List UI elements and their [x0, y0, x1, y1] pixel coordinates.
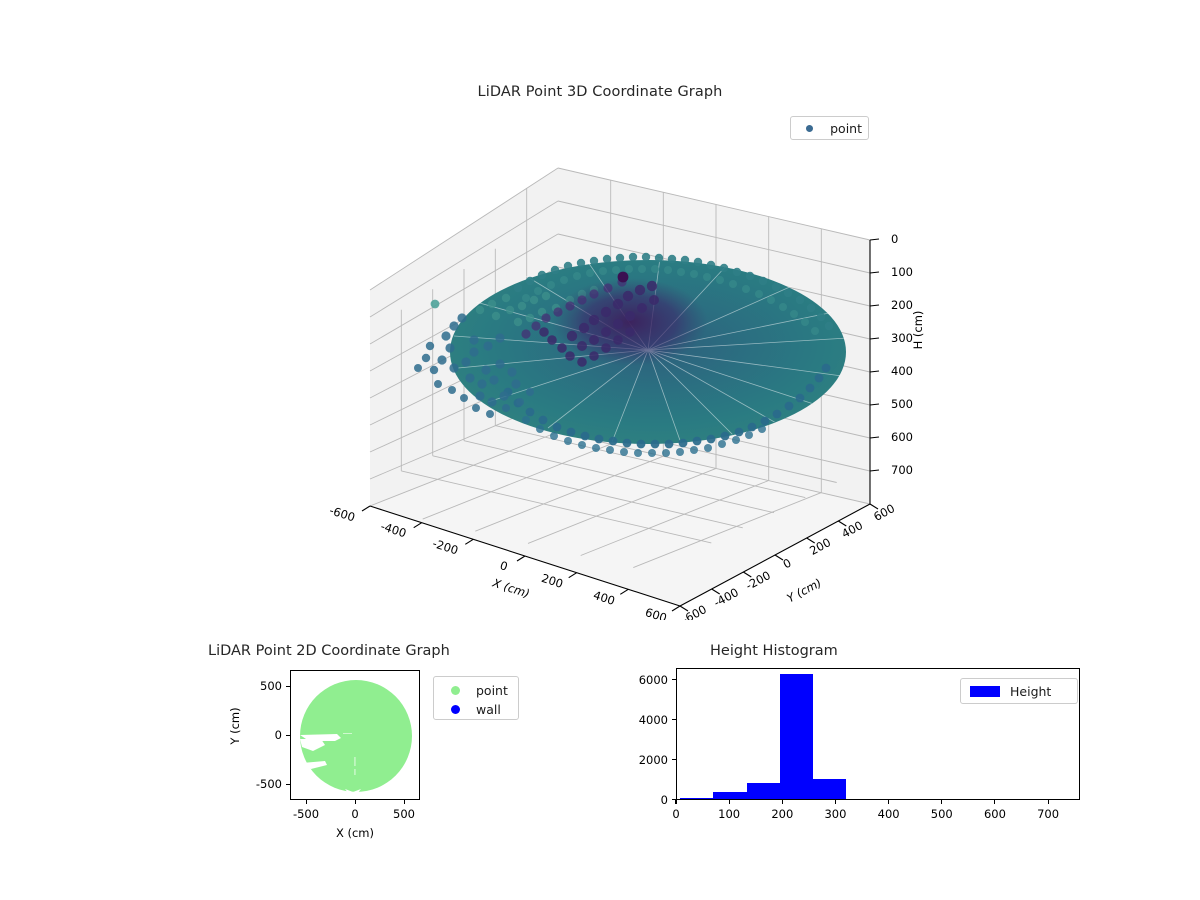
y-tick-label: -400: [711, 585, 741, 610]
z-tick-label: 0: [891, 232, 898, 246]
x-tickmark: [354, 800, 356, 804]
z-tick-label: 700: [891, 463, 913, 477]
plot-3d-legend: point: [790, 116, 869, 140]
z-tick-label: 200: [891, 298, 913, 312]
x-tick-label: 700: [1037, 807, 1060, 821]
z-tick-label: 300: [891, 331, 913, 345]
x-tickmark: [403, 800, 405, 804]
plot-hist-legend: Height: [960, 678, 1078, 704]
y-axis-label: Y (cm): [784, 576, 823, 606]
x-tick-label: -600: [330, 503, 357, 524]
histogram-bar: [679, 797, 714, 799]
x-tick-label: 200: [771, 807, 794, 821]
x-tickmark: [888, 800, 890, 804]
plot-2d-x-axis-label: X (cm): [335, 826, 375, 840]
x-tick-label: -400: [379, 519, 408, 540]
legend-item-wall: wall: [442, 700, 510, 719]
x-tickmark: [728, 800, 730, 804]
point-marker-icon: [797, 125, 822, 132]
x-tick-label: 0: [672, 807, 680, 821]
z-tick-label: 400: [891, 364, 913, 378]
x-tickmark: [1047, 800, 1049, 804]
legend-label-height: Height: [1010, 684, 1052, 699]
plot-hist-title: Height Histogram: [710, 643, 838, 659]
outlier-point-dark: [617, 271, 629, 283]
plot-2d-point-cloud: [300, 680, 412, 794]
x-tickmark: [994, 800, 996, 804]
height-swatch-icon: [968, 686, 1002, 697]
y-tick-label: -200: [743, 568, 773, 593]
y-tick-label: -600: [679, 602, 709, 620]
y-tickmark: [286, 685, 290, 687]
x-tick-label: -200: [431, 536, 460, 557]
height-histogram-plot[interactable]: Height Histogram 0 2000 4000 6000 0 100 20…: [600, 640, 1120, 870]
x-tickmark: [305, 800, 307, 804]
y-tick-label: 0: [274, 728, 282, 742]
x-tickmark: [675, 800, 677, 804]
x-tick-label: 0: [351, 807, 359, 821]
plot-3d-point-cloud: [414, 252, 848, 457]
y-tick-label: 0: [660, 793, 668, 807]
x-tick-label: -500: [292, 807, 320, 821]
histogram-bar: [713, 792, 747, 799]
y-tickmark: [672, 719, 676, 721]
x-axis-label: X (cm): [490, 575, 531, 600]
histogram-bar: [746, 783, 780, 799]
plot-2d-axes-frame: [290, 670, 420, 800]
histogram-bar: [779, 674, 814, 799]
z-tick-label: 600: [891, 430, 913, 444]
y-tick-label: 6000: [638, 673, 668, 687]
plot-2d-title: LiDAR Point 2D Coordinate Graph: [208, 643, 450, 659]
x-tick-label: 500: [930, 807, 953, 821]
y-tick-label: -500: [255, 777, 282, 791]
y-tickmark: [672, 679, 676, 681]
x-tickmark: [834, 800, 837, 804]
lidar-3d-plot[interactable]: -600 -400 -200 0 200 400 600 X (cm): [330, 140, 930, 620]
legend-item-point: point: [442, 681, 510, 700]
point-marker-icon: [442, 686, 468, 695]
y-tick-label: 200: [807, 535, 833, 558]
legend-item-height: Height: [968, 682, 1070, 701]
z-tick-label: 500: [891, 397, 913, 411]
plot-3d-title: LiDAR Point 3D Coordinate Graph: [477, 84, 723, 100]
histogram-bar: [813, 779, 847, 799]
legend-label-wall: wall: [476, 702, 501, 717]
lidar-2d-plot[interactable]: LiDAR Point 2D Coordinate Graph: [150, 640, 570, 870]
x-tickmark: [781, 800, 783, 804]
x-tick-label: 600: [643, 605, 668, 620]
z-tick-label: 100: [891, 265, 913, 279]
x-tick-label: 400: [592, 588, 617, 608]
y-tick-label: 4000: [638, 713, 668, 727]
y-tickmark: [286, 734, 290, 736]
plot-3d-canvas: -600 -400 -200 0 200 400 600 X (cm): [330, 167, 925, 620]
y-tickmark: [286, 783, 290, 785]
plot-2d-legend: point wall: [433, 676, 519, 720]
y-tick-label: 2000: [638, 753, 668, 767]
x-tick-label: 300: [824, 807, 847, 821]
plot-2d-y-axis-label: Y (cm): [228, 707, 242, 745]
y-tick-label: 600: [871, 501, 897, 524]
y-tick-label: 500: [260, 679, 282, 693]
z-axis-label: H (cm): [911, 311, 925, 350]
x-tick-label: 400: [877, 807, 900, 821]
y-tick-label: 0: [781, 556, 794, 572]
legend-label-point: point: [476, 683, 508, 698]
y-tickmark: [672, 799, 676, 801]
x-tick-label: 100: [718, 807, 741, 821]
legend-item-point: point: [797, 119, 862, 138]
wall-marker-icon: [442, 705, 468, 714]
x-tick-label: 500: [393, 807, 415, 821]
x-tick-label: 200: [540, 571, 565, 591]
x-tick-label: 600: [983, 807, 1006, 821]
legend-label-point: point: [830, 121, 862, 136]
x-tickmark: [941, 800, 943, 804]
plot-3d-tickmarks: [361, 238, 880, 612]
plot-hist-axes-frame: [676, 668, 1080, 800]
x-tick-label: 0: [498, 558, 509, 574]
y-tickmark: [672, 759, 676, 761]
y-tick-label: 400: [839, 518, 865, 541]
outlier-point-teal: [430, 299, 440, 309]
